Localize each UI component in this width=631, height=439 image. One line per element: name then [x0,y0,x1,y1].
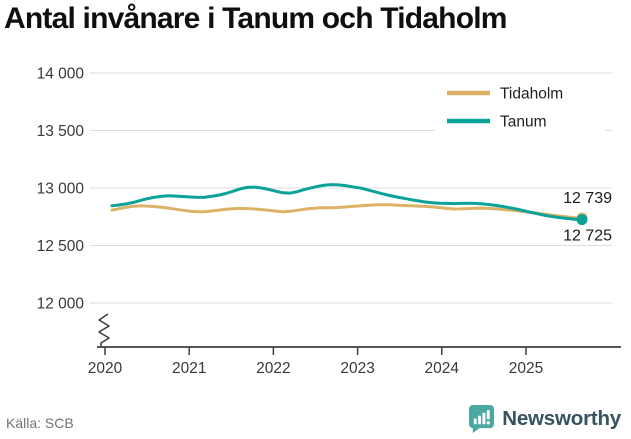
series-tanum-line [110,183,584,222]
x-axis-ticks [104,347,527,355]
x-axis-tick-label: 2025 [509,360,543,377]
y-axis-tick-label: 12 000 [37,296,85,313]
x-axis-tick-label: 2021 [172,360,206,377]
newsworthy-wordmark: Newsworthy [502,406,621,430]
x-axis-tick-label: 2022 [256,360,290,377]
newsworthy-icon [469,405,495,433]
legend-label-tanum: Tanum [500,114,547,131]
y-axis-tick-label: 14 000 [37,66,85,83]
x-axis-tick-label: 2024 [425,360,460,377]
y-axis-tick-label: 12 500 [37,238,85,255]
y-axis-tick-label: 13 500 [37,123,85,140]
series-tidaholm-line [110,203,584,220]
axis-break-icon [98,313,110,347]
chart-title: Antal invånare i Tanum och Tidaholm [4,2,507,35]
newsworthy-logo: Newsworthy [468,404,621,433]
x-axis-labels: 2020 2021 2022 2023 2024 2025 [88,360,543,377]
series-tanum-endpoint [576,214,588,226]
legend: Tidaholm Tanum [435,76,605,138]
y-axis-tick-label: 13 000 [37,181,85,198]
legend-label-tidaholm: Tidaholm [500,86,563,103]
end-label-tidaholm: 12 739 [563,190,612,207]
x-axis-tick-label: 2020 [88,360,123,377]
legend-background [435,76,605,138]
y-axis-labels: 14 000 13 500 13 000 12 500 12 000 [37,66,85,313]
x-axis-tick-label: 2023 [340,360,374,377]
end-label-tanum: 12 725 [563,228,612,245]
source-caption: Källa: SCB [6,415,74,431]
